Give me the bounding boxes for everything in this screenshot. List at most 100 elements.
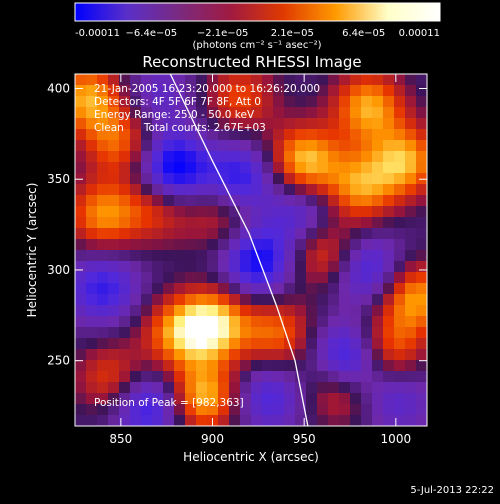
- heatmap-cell: [86, 96, 98, 108]
- y-axis-ticks: 250 300 350 400: [47, 82, 427, 368]
- heatmap-cell: [339, 338, 351, 350]
- heatmap-cell: [207, 327, 219, 339]
- heatmap-cell: [119, 85, 131, 97]
- heatmap-cell: [185, 272, 197, 284]
- heatmap-cell: [262, 239, 274, 251]
- heatmap-cell: [262, 305, 274, 317]
- heatmap-cell: [394, 294, 406, 306]
- heatmap-cell: [383, 338, 395, 350]
- heatmap-cell: [405, 283, 417, 295]
- heatmap-cell: [317, 173, 329, 185]
- heatmap-cell: [108, 217, 120, 229]
- heatmap-cell: [163, 349, 175, 361]
- heatmap-cell: [229, 360, 241, 372]
- heatmap-cell: [383, 261, 395, 273]
- heatmap-cell: [75, 151, 87, 163]
- heatmap-cell: [394, 206, 406, 218]
- heatmap-cell: [350, 393, 362, 405]
- heatmap-cell: [405, 173, 417, 185]
- heatmap-cell: [295, 272, 307, 284]
- heatmap-cell: [306, 371, 318, 383]
- heatmap-cell: [328, 283, 340, 295]
- heatmap-cell: [383, 382, 395, 394]
- heatmap-cell: [207, 228, 219, 240]
- heatmap-cell: [174, 217, 186, 229]
- y-tick-label: 250: [47, 354, 70, 368]
- heatmap-cell: [229, 382, 241, 394]
- heatmap-cell: [328, 349, 340, 361]
- heatmap-cell: [75, 250, 87, 262]
- heatmap-cell: [152, 316, 164, 328]
- heatmap-cell: [218, 415, 230, 426]
- heatmap-cell: [339, 206, 351, 218]
- heatmap-cell: [229, 217, 241, 229]
- heatmap-cell: [251, 294, 263, 306]
- heatmap-cell: [295, 162, 307, 174]
- heatmap-cell: [306, 349, 318, 361]
- heatmap-cell: [361, 184, 373, 196]
- heatmap-cell: [152, 250, 164, 262]
- heatmap-cell: [119, 382, 131, 394]
- heatmap-cell: [130, 272, 142, 284]
- heatmap-cell: [229, 129, 241, 141]
- heatmap-cell: [317, 74, 329, 86]
- heatmap-cell: [405, 316, 417, 328]
- heatmap-cell: [196, 305, 208, 317]
- heatmap-cell: [251, 349, 263, 361]
- heatmap-cell: [284, 349, 296, 361]
- heatmap-cell: [97, 162, 109, 174]
- heatmap-cell: [207, 338, 219, 350]
- heatmap-cell: [306, 85, 318, 97]
- heatmap-cell: [317, 272, 329, 284]
- heatmap-cell: [152, 272, 164, 284]
- heatmap-cell: [262, 162, 274, 174]
- heatmap-cell: [306, 316, 318, 328]
- heatmap-cell: [163, 404, 175, 416]
- heatmap-cell: [218, 195, 230, 207]
- heatmap-cell: [86, 272, 98, 284]
- heatmap-cell: [196, 327, 208, 339]
- heatmap-cell: [141, 261, 153, 273]
- heatmap-cell: [372, 371, 384, 383]
- heatmap-cell: [130, 360, 142, 372]
- heatmap-cell: [119, 195, 131, 207]
- heatmap-cell: [273, 107, 285, 119]
- heatmap-cell: [196, 96, 208, 108]
- heatmap-cell: [108, 393, 120, 405]
- heatmap-cell: [361, 239, 373, 251]
- heatmap-cell: [339, 239, 351, 251]
- heatmap-cell: [86, 294, 98, 306]
- heatmap-cell: [306, 206, 318, 218]
- heatmap-cell: [174, 294, 186, 306]
- heatmap-cell: [284, 217, 296, 229]
- heatmap-cell: [119, 129, 131, 141]
- heatmap-cell: [152, 338, 164, 350]
- heatmap-cell: [240, 195, 252, 207]
- heatmap-cell: [251, 96, 263, 108]
- heatmap-cell: [416, 338, 427, 350]
- heatmap-cell: [317, 118, 329, 130]
- heatmap-cell: [141, 239, 153, 251]
- annotation-energy-range: Energy Range: 25.0 - 50.0 keV: [94, 109, 255, 121]
- heatmap-cell: [383, 327, 395, 339]
- heatmap-cell: [130, 327, 142, 339]
- heatmap-cell: [185, 118, 197, 130]
- heatmap-cell: [108, 96, 120, 108]
- heatmap-cell: [240, 415, 252, 426]
- heatmap-cell: [152, 217, 164, 229]
- heatmap-cell: [295, 96, 307, 108]
- heatmap-cell: [229, 316, 241, 328]
- heatmap-cell: [86, 382, 98, 394]
- heatmap-cell: [218, 250, 230, 262]
- heatmap-cell: [240, 74, 252, 86]
- heatmap-cell: [86, 217, 98, 229]
- heatmap-cell: [130, 85, 142, 97]
- heatmap-cell: [130, 371, 142, 383]
- heatmap-cell: [405, 96, 417, 108]
- heatmap-cell: [75, 404, 87, 416]
- heatmap-cell: [317, 217, 329, 229]
- heatmap-cell: [185, 184, 197, 196]
- heatmap-cell: [350, 404, 362, 416]
- heatmap-cell: [295, 283, 307, 295]
- heatmap-cell: [97, 184, 109, 196]
